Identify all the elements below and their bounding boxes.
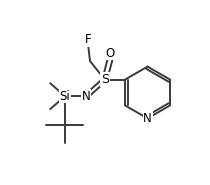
Text: Si: Si	[60, 90, 70, 103]
Text: N: N	[143, 112, 152, 125]
Text: O: O	[106, 47, 115, 60]
Text: N: N	[82, 90, 91, 103]
Text: S: S	[101, 73, 109, 86]
Text: F: F	[85, 33, 91, 46]
